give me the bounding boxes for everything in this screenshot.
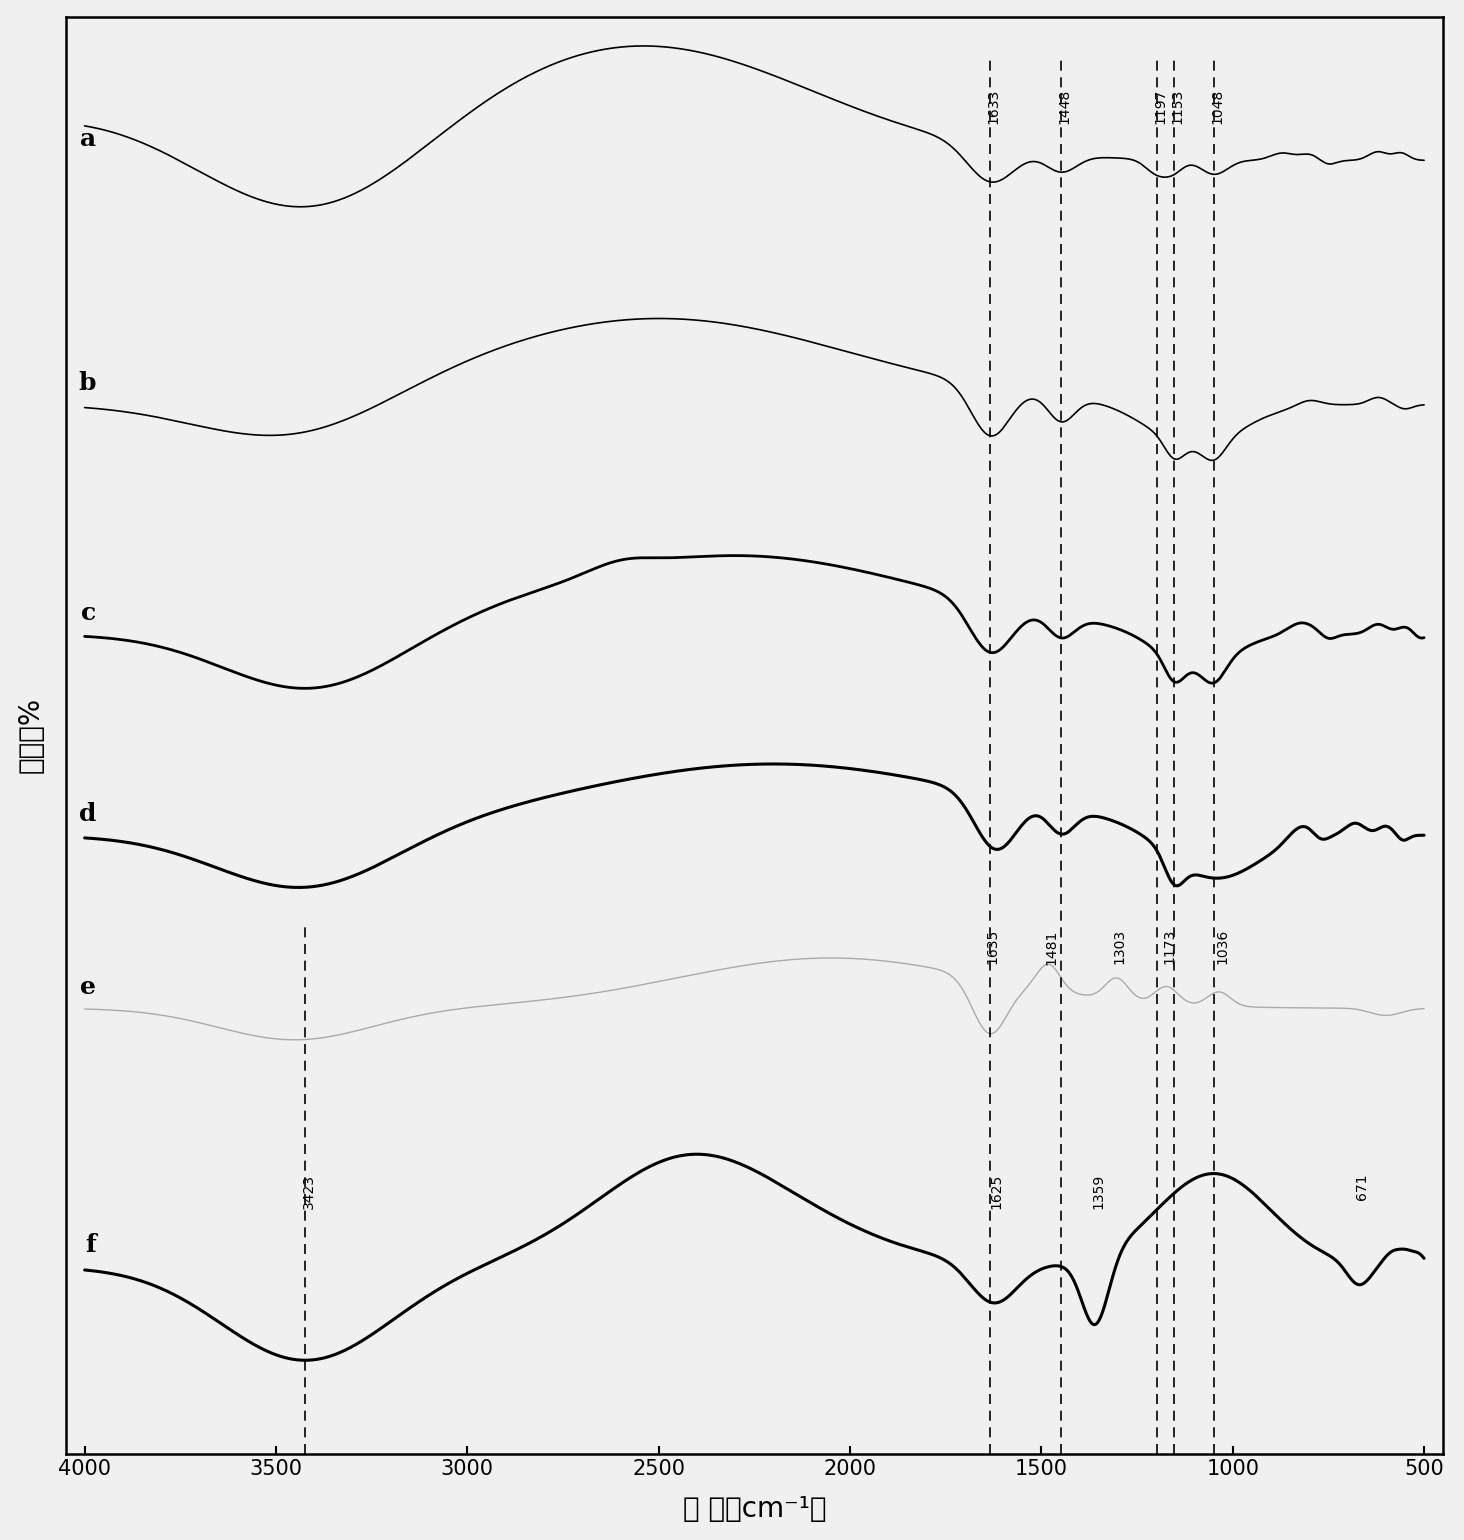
Text: a: a (81, 126, 97, 151)
Text: 1448: 1448 (1057, 88, 1072, 123)
Text: 1197: 1197 (1154, 88, 1167, 123)
X-axis label: 波 数（cm⁻¹）: 波 数（cm⁻¹） (682, 1495, 826, 1523)
Text: 1625: 1625 (990, 1173, 1004, 1209)
Text: f: f (85, 1234, 97, 1258)
Y-axis label: 透过率%: 透过率% (16, 698, 45, 773)
Text: e: e (81, 975, 97, 999)
Text: 1481: 1481 (1045, 929, 1058, 964)
Text: 1036: 1036 (1215, 929, 1228, 964)
Text: 1635: 1635 (985, 929, 1000, 964)
Text: 1153: 1153 (1170, 88, 1184, 123)
Text: d: d (79, 802, 97, 827)
Text: 1633: 1633 (987, 88, 1000, 123)
Text: 1359: 1359 (1091, 1173, 1105, 1209)
Text: c: c (81, 601, 97, 625)
Text: 671: 671 (1354, 1173, 1369, 1200)
Text: b: b (79, 371, 97, 396)
Text: 1048: 1048 (1211, 88, 1224, 123)
Text: 1173: 1173 (1162, 929, 1177, 964)
Text: 1303: 1303 (1113, 929, 1127, 964)
Text: 3423: 3423 (302, 1173, 316, 1209)
